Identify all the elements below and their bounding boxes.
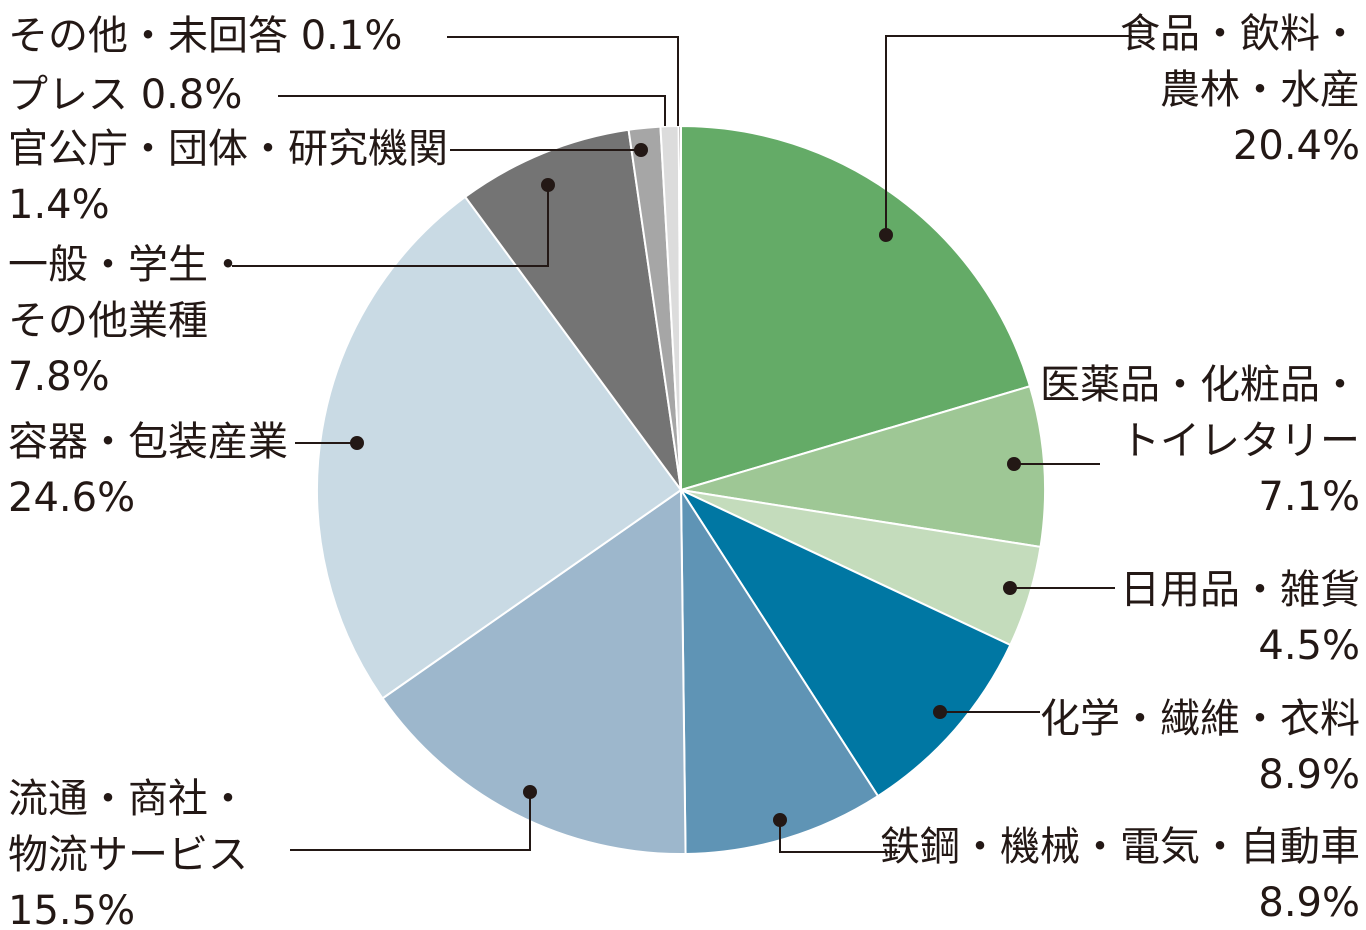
- callout-line: [779, 820, 900, 853]
- callout-line: [232, 185, 549, 267]
- pie-slice: [677, 124, 682, 491]
- slice-category-label: その他・未回答 0.1%: [8, 13, 402, 59]
- slice-category-label: トイレタリー: [1120, 418, 1360, 464]
- slice-category-label: 流通・商社・: [8, 776, 248, 822]
- slice-category-label: 化学・繊維・衣料: [1040, 696, 1360, 742]
- callout-line: [885, 35, 1132, 235]
- slice-value-label: 7.1%: [1258, 474, 1360, 520]
- callout-dot: [523, 785, 537, 799]
- slice-category-label: 鉄鋼・機械・電気・自動車: [880, 824, 1360, 870]
- slice-category-label: 一般・学生・: [8, 242, 248, 288]
- slice-label: 官公庁・団体・研究機関 1.4%: [8, 126, 448, 228]
- slice-value-label: 8.9%: [1258, 880, 1360, 926]
- slice-label: その他・未回答 0.1%: [8, 13, 402, 59]
- callout-line: [447, 36, 679, 126]
- slice-value-label: 1.4%: [8, 182, 110, 228]
- slice-label: 医薬品・化粧品・トイレタリー 7.1%: [1040, 362, 1360, 520]
- slice-category-label: 官公庁・団体・研究機関: [8, 126, 448, 172]
- callout-lines: [232, 35, 1132, 853]
- slice-value-label: 15.5%: [8, 888, 135, 930]
- slice-label: 鉄鋼・機械・電気・自動車 8.9%: [880, 824, 1360, 926]
- slice-label: 流通・商社・物流サービス 15.5%: [8, 776, 248, 930]
- slice-label: 一般・学生・その他業種 7.8%: [8, 242, 248, 400]
- pie-slice: [680, 124, 1032, 492]
- slice-value-label: 8.9%: [1258, 752, 1360, 798]
- pie-slice: [381, 488, 687, 855]
- callout-dot: [773, 813, 787, 827]
- slice-category-label: 食品・飲料・: [1120, 11, 1360, 57]
- slice-value-label: 20.4%: [1233, 123, 1360, 169]
- slice-value-label: 4.5%: [1258, 623, 1360, 669]
- slice-label: 食品・飲料・農林・水産 20.4%: [1120, 11, 1360, 169]
- slice-category-label: 物流サービス: [8, 832, 248, 878]
- slice-labels: 食品・飲料・農林・水産 20.4% 医薬品・化粧品・トイレタリー 7.1% 日用品・雑貨…: [8, 11, 1360, 930]
- pie-slice: [678, 487, 1012, 798]
- callout-dot: [634, 143, 648, 157]
- slice-category-label: 日用品・雑貨: [1120, 567, 1360, 613]
- slice-label: プレス 0.8%: [8, 72, 242, 118]
- callout-line: [290, 792, 531, 851]
- callout-line: [278, 95, 666, 126]
- callout-dot: [1007, 457, 1021, 471]
- callout-dot: [541, 178, 555, 192]
- pie-slice: [680, 385, 1046, 549]
- callout-dot: [350, 436, 364, 450]
- pie-slice: [679, 486, 880, 855]
- slice-label: 容器・包装産業 24.6%: [8, 419, 288, 521]
- slice-category-label: 農林・水産: [1160, 67, 1360, 113]
- slice-value-label: 7.8%: [8, 354, 110, 400]
- slice-label: 日用品・雑貨 4.5%: [1120, 567, 1360, 669]
- pie-slice: [463, 128, 682, 491]
- callout-dot: [933, 705, 947, 719]
- slice-category-label: プレス 0.8%: [8, 72, 242, 118]
- slice-category-label: 医薬品・化粧品・: [1040, 362, 1360, 408]
- slice-category-label: その他業種: [8, 298, 208, 344]
- slice-label: 化学・繊維・衣料 8.9%: [1040, 696, 1360, 798]
- pie-slices: [316, 124, 1046, 855]
- callout-dot: [1003, 581, 1017, 595]
- pie-slice: [316, 195, 683, 700]
- slice-value-label: 24.6%: [8, 475, 135, 521]
- callout-dot: [879, 228, 893, 242]
- slice-category-label: 容器・包装産業: [8, 419, 288, 465]
